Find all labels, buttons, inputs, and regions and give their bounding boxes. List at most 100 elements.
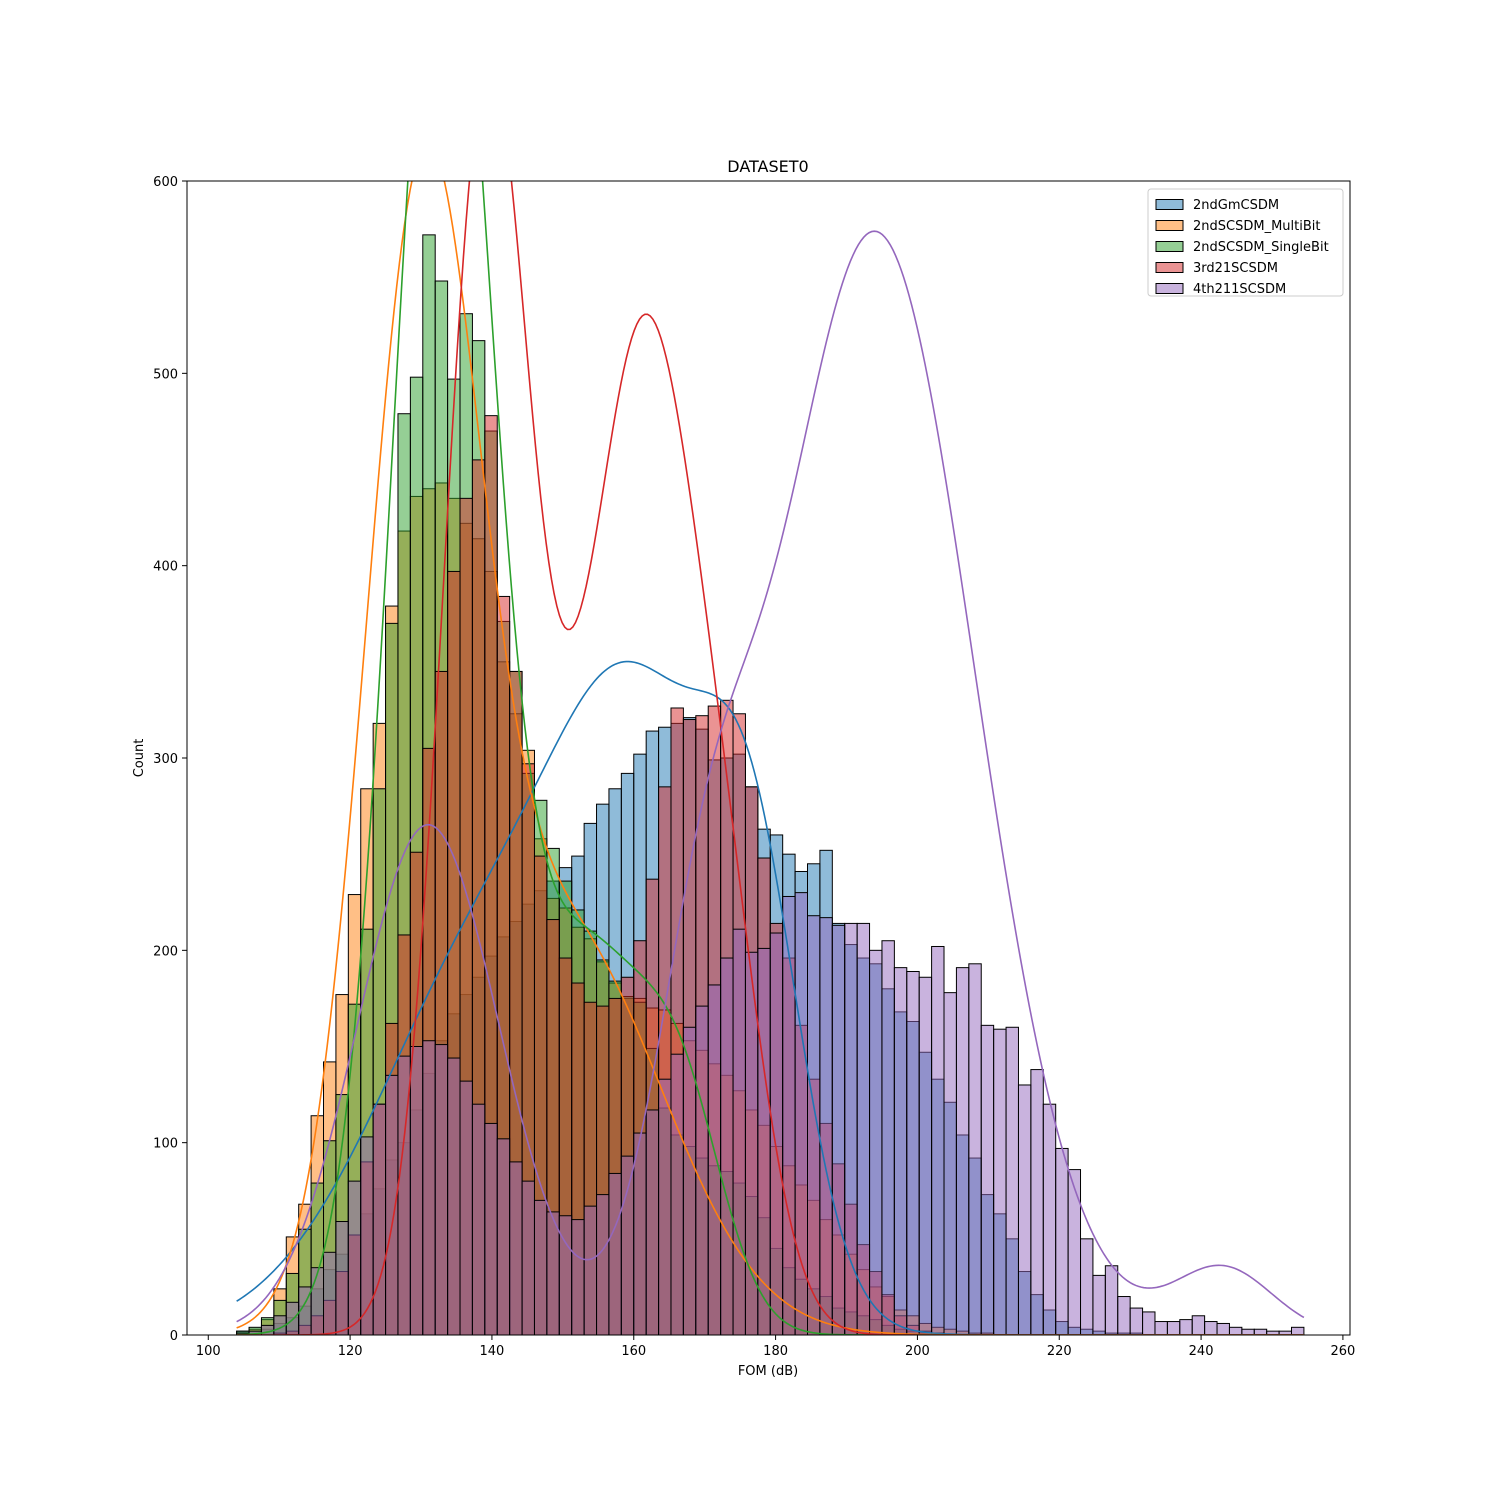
x-tick-label: 160 [621, 1344, 646, 1359]
bar [1005, 1026, 1019, 1335]
bar [1104, 1265, 1119, 1335]
bar [496, 1138, 511, 1335]
plot-area [236, 181, 1305, 1335]
bar [620, 1155, 635, 1335]
bar [360, 1136, 374, 1335]
bar [571, 1219, 585, 1335]
kde-curve-3rd21SCSDM [236, 181, 1304, 1335]
bar [608, 1172, 622, 1335]
x-tick-label: 240 [1189, 1344, 1214, 1359]
bar [1179, 1319, 1193, 1335]
bar [769, 932, 784, 1335]
kde-layer [236, 181, 1305, 1335]
bar [533, 1199, 548, 1335]
bar [372, 1103, 387, 1335]
bar [682, 1026, 697, 1335]
bar [980, 1024, 995, 1335]
bar [347, 1180, 362, 1335]
bar [1017, 1084, 1032, 1335]
bar [596, 1194, 610, 1335]
y-tick-label: 400 [153, 560, 178, 575]
bar [881, 940, 895, 1335]
bar [1154, 1321, 1168, 1335]
bar [1080, 1238, 1094, 1335]
bar [471, 1103, 486, 1335]
bar [1241, 1328, 1255, 1335]
y-tick-label: 600 [153, 175, 178, 190]
x-tick-label: 120 [338, 1344, 363, 1359]
legend-entry: 4th211SCSDM [1193, 282, 1286, 297]
bar [993, 1028, 1007, 1335]
bar [645, 1109, 660, 1335]
bar [1030, 1069, 1044, 1335]
legend-swatch [1155, 220, 1184, 231]
y-tick-label: 100 [153, 1137, 178, 1152]
bar [409, 1046, 424, 1335]
bar [869, 949, 883, 1335]
bar [1042, 1103, 1057, 1335]
y-tick-label: 500 [153, 367, 178, 382]
bar [1142, 1311, 1156, 1335]
kde-curve-2ndSCSDM_MultiBit [236, 181, 1304, 1335]
legend-entry: 2ndSCSDM_SingleBit [1193, 240, 1329, 255]
bar [757, 947, 771, 1335]
y-tick-label: 0 [170, 1329, 178, 1344]
bar [943, 992, 957, 1335]
legend: 2ndGmCSDM 2ndSCSDM_MultiBit 2ndSCSDM_Singl… [1147, 188, 1344, 297]
bar [1117, 1296, 1131, 1335]
bar [1129, 1307, 1144, 1335]
x-tick-label: 200 [905, 1344, 930, 1359]
bar [509, 1161, 523, 1335]
x-tick-label: 220 [1047, 1344, 1072, 1359]
bar [1067, 1169, 1082, 1335]
bar [782, 895, 796, 1335]
bar [323, 1251, 337, 1335]
bar [521, 1180, 535, 1335]
legend-entry: 3rd21SCSDM [1193, 261, 1278, 276]
bar [385, 1074, 399, 1335]
x-tick-label: 140 [480, 1344, 505, 1359]
kde-curve-4th211SCSDM [236, 230, 1305, 1323]
bar [856, 922, 871, 1335]
bar [1253, 1328, 1268, 1335]
bar [583, 1205, 598, 1335]
y-axis-label: Count [132, 739, 147, 778]
legend-swatch [1155, 199, 1184, 210]
bar [1092, 1274, 1106, 1335]
bar [1204, 1321, 1218, 1335]
x-tick-label: 180 [763, 1344, 788, 1359]
bar [931, 945, 945, 1335]
series-4th211SCSDM [236, 892, 1305, 1335]
bar [1191, 1315, 1206, 1335]
legend-swatch [1155, 241, 1184, 252]
bar [546, 1211, 560, 1335]
bar [459, 1080, 473, 1335]
x-axis-label: FOM (dB) [738, 1364, 798, 1379]
bar [707, 984, 722, 1335]
x-tick-label: 260 [1330, 1344, 1355, 1359]
bar [819, 917, 833, 1335]
bar [918, 976, 933, 1335]
bar [633, 1132, 647, 1335]
bar [1291, 1326, 1305, 1335]
legend-swatch [1155, 262, 1184, 273]
chart-title: DATASET0 [727, 157, 808, 176]
legend-box [1147, 188, 1344, 297]
bar [484, 1122, 498, 1335]
bar [310, 1267, 325, 1335]
bar [422, 1040, 436, 1335]
bar [1228, 1326, 1243, 1335]
bar [968, 963, 982, 1335]
bar [695, 1005, 709, 1335]
bar [1216, 1322, 1230, 1335]
legend-entry: 2ndGmCSDM [1193, 198, 1279, 213]
bars-layer [236, 234, 1305, 1335]
bar [434, 1044, 449, 1335]
bar [906, 970, 920, 1335]
kde-curve-2ndSCSDM_SingleBit [236, 181, 1304, 1335]
bar [335, 1221, 349, 1335]
bar [447, 1057, 461, 1335]
bar [720, 957, 734, 1335]
legend-entry: 2ndSCSDM_MultiBit [1193, 219, 1320, 234]
